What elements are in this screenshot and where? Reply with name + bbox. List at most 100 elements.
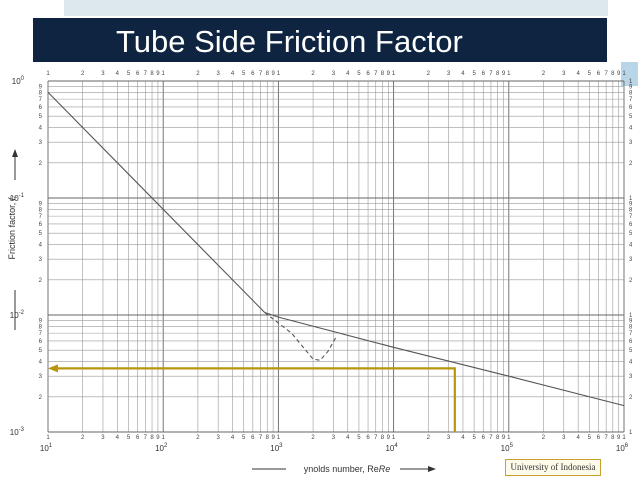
y-minor-tick-label-left: 6: [39, 339, 43, 345]
y-minor-tick-label-right: 8: [629, 207, 633, 213]
y-minor-tick-label-right: 9: [629, 318, 633, 324]
y-minor-tick-label-left: 7: [39, 97, 43, 103]
x-minor-tick-label-bottom: 2: [542, 435, 546, 441]
y-decade-label: 100: [12, 76, 25, 86]
x-minor-tick-label-bottom: 3: [562, 435, 566, 441]
x-minor-tick-label-bottom: 6: [366, 435, 370, 441]
y-minor-tick-label-right: 5: [629, 348, 633, 354]
x-minor-tick-label-bottom: 8: [381, 435, 385, 441]
y-decade-one-right: 1: [629, 430, 633, 436]
x-decade-label: 103: [270, 443, 283, 453]
y-minor-tick-label-left: 6: [39, 105, 43, 111]
x-minor-tick-label-bottom: 3: [447, 435, 451, 441]
x-minor-tick-label-bottom: 5: [127, 435, 131, 441]
y-minor-tick-label-right: 4: [629, 243, 633, 249]
y-decade-one-right: 1: [629, 313, 633, 319]
x-minor-tick-label-top: 5: [127, 71, 131, 77]
y-minor-tick-label-right: 9: [629, 84, 633, 90]
chart-series: [47, 91, 625, 407]
x-minor-tick-label-bottom: 8: [611, 435, 615, 441]
x-minor-tick-label-bottom: 8: [266, 435, 270, 441]
x-minor-tick-label-top: 5: [588, 71, 592, 77]
y-minor-tick-label-left: 9: [39, 201, 43, 207]
y-minor-tick-label-right: 2: [629, 161, 633, 167]
y-minor-tick-label-left: 3: [39, 374, 43, 380]
slide-title: Tube Side Friction Factor: [116, 24, 463, 59]
x-minor-tick-label-bottom: 8: [496, 435, 500, 441]
y-minor-tick-label-left: 4: [39, 126, 43, 132]
x-decade-one-bottom: 1: [46, 435, 50, 441]
y-decade-label: 10-1: [10, 193, 25, 203]
x-minor-tick-label-bottom: 4: [461, 435, 465, 441]
x-decade-label: 106: [616, 443, 629, 453]
x-minor-tick-label-bottom: 7: [489, 435, 493, 441]
x-decade-one-bottom: 1: [277, 435, 281, 441]
y-minor-tick-label-right: 4: [629, 126, 633, 132]
y-minor-tick-label-left: 3: [39, 140, 43, 146]
x-minor-tick-label-top: 9: [156, 71, 160, 77]
y-minor-tick-label-left: 5: [39, 114, 43, 120]
x-decade-one-top: 1: [392, 71, 396, 77]
x-minor-tick-label-top: 3: [216, 71, 220, 77]
x-decade-one-top: 1: [622, 71, 626, 77]
x-decade-one-top: 1: [507, 71, 511, 77]
x-minor-tick-label-top: 7: [489, 71, 493, 77]
y-minor-tick-label-right: 7: [629, 97, 633, 103]
y-decade-label: 10-3: [10, 427, 25, 437]
y-minor-tick-label-right: 3: [629, 374, 633, 380]
x-decade-one-top: 1: [277, 71, 281, 77]
x-decade-label: 101: [40, 443, 53, 453]
x-minor-tick-label-top: 3: [101, 71, 105, 77]
x-minor-tick-label-bottom: 9: [502, 435, 506, 441]
y-minor-tick-label-left: 9: [39, 84, 43, 90]
x-minor-tick-label-top: 5: [357, 71, 361, 77]
y-decade-label: 10-2: [10, 310, 25, 320]
x-minor-tick-label-bottom: 6: [482, 435, 486, 441]
x-minor-tick-label-top: 5: [242, 71, 246, 77]
x-minor-tick-label-top: 6: [136, 71, 140, 77]
x-minor-tick-label-bottom: 9: [617, 435, 621, 441]
friction-curve: [264, 311, 625, 407]
x-decade-label: 102: [155, 443, 168, 453]
x-minor-tick-label-bottom: 4: [231, 435, 235, 441]
x-decade-one-top: 1: [162, 71, 166, 77]
y-minor-tick-label-left: 2: [39, 278, 43, 284]
chart-tick-labels: 2233445566778899223344556677889922334455…: [10, 71, 633, 453]
x-decade-one-top: 1: [46, 71, 50, 77]
y-minor-tick-label-right: 6: [629, 105, 633, 111]
x-minor-tick-label-top: 2: [427, 71, 431, 77]
x-minor-tick-label-bottom: 2: [427, 435, 431, 441]
x-minor-tick-label-bottom: 7: [259, 435, 263, 441]
annotation-arrowhead: [48, 364, 58, 373]
x-minor-tick-label-bottom: 5: [242, 435, 246, 441]
x-minor-tick-label-top: 4: [231, 71, 235, 77]
y-minor-tick-label-left: 5: [39, 348, 43, 354]
x-minor-tick-label-bottom: 2: [81, 435, 85, 441]
title-bar: [33, 18, 607, 62]
x-minor-tick-label-top: 8: [496, 71, 500, 77]
x-minor-tick-label-top: 3: [447, 71, 451, 77]
x-axis-label: ynolds number, ReRe: [304, 464, 391, 474]
x-minor-tick-label-top: 2: [311, 71, 315, 77]
x-minor-tick-label-top: 6: [366, 71, 370, 77]
x-minor-tick-label-top: 8: [266, 71, 270, 77]
x-minor-tick-label-top: 4: [576, 71, 580, 77]
x-decade-label: 104: [385, 443, 398, 453]
y-minor-tick-label-left: 5: [39, 231, 43, 237]
y-minor-tick-label-right: 2: [629, 395, 633, 401]
y-minor-tick-label-right: 5: [629, 231, 633, 237]
x-minor-tick-label-top: 8: [381, 71, 385, 77]
x-minor-tick-label-bottom: 6: [597, 435, 601, 441]
y-minor-tick-label-right: 5: [629, 114, 633, 120]
x-minor-tick-label-bottom: 4: [116, 435, 120, 441]
x-axis-arrowhead: [428, 466, 436, 472]
y-minor-tick-label-right: 2: [629, 278, 633, 284]
x-decade-one-bottom: 1: [162, 435, 166, 441]
x-minor-tick-label-bottom: 6: [251, 435, 255, 441]
y-minor-tick-label-left: 4: [39, 360, 43, 366]
x-minor-tick-label-top: 9: [502, 71, 506, 77]
x-minor-tick-label-top: 8: [150, 71, 154, 77]
x-minor-tick-label-top: 7: [144, 71, 148, 77]
x-minor-tick-label-bottom: 7: [604, 435, 608, 441]
chart-grid: [47, 80, 625, 433]
